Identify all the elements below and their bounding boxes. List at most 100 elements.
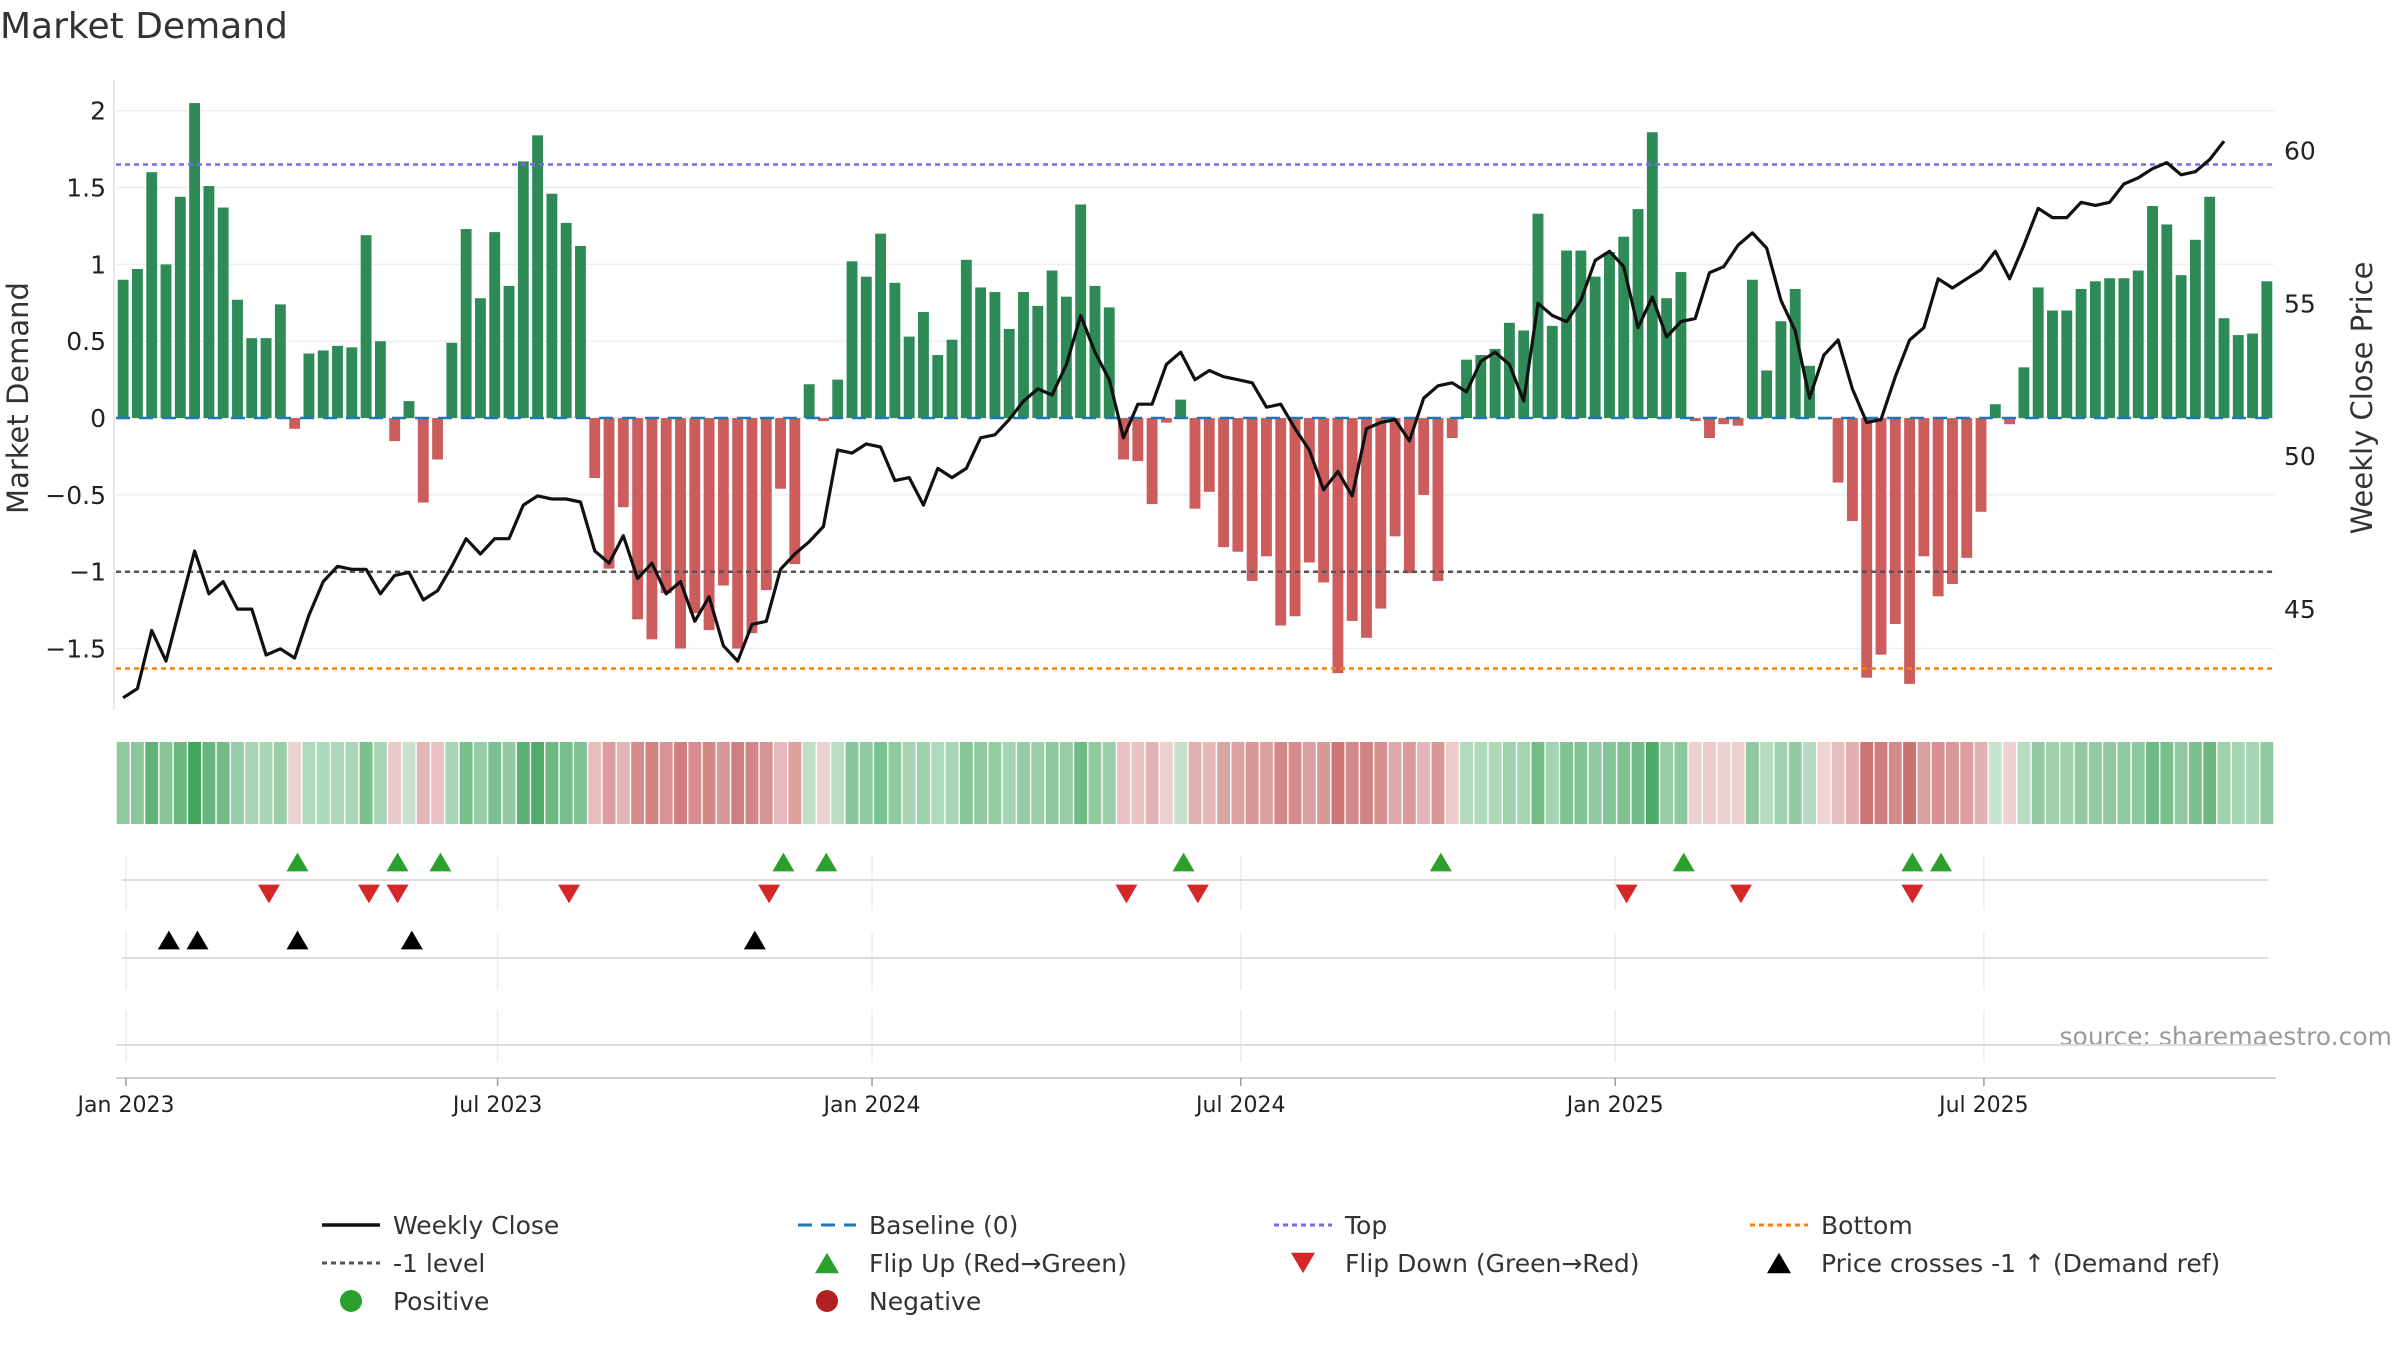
heat-cell: [531, 742, 545, 824]
legend-triangle-up-swatch: [815, 1252, 839, 1274]
demand-bar: [1561, 250, 1573, 419]
heat-cell: [959, 742, 973, 824]
heat-cell: [273, 742, 287, 824]
demand-bar: [446, 342, 458, 419]
heat-cell: [902, 742, 916, 824]
heat-cell: [1202, 742, 1216, 824]
heat-cell: [1388, 742, 1402, 824]
heat-cell: [574, 742, 587, 824]
heat-cell: [1903, 742, 1917, 824]
flip-down-marker: [386, 884, 409, 904]
heat-cell: [1102, 742, 1116, 824]
heat-cell: [1817, 742, 1831, 824]
heat-cell: [1074, 742, 1088, 824]
demand-bar: [660, 418, 672, 594]
demand-bar: [2218, 318, 2230, 419]
heat-cell: [1374, 742, 1388, 824]
heat-cell: [459, 742, 473, 824]
legend: Weekly Close -1 level Positive Baseline (0)…: [322, 1211, 2220, 1316]
heat-cell: [859, 742, 873, 824]
demand-bar: [2032, 287, 2044, 419]
heat-cell: [616, 742, 630, 824]
demand-bar: [918, 312, 929, 419]
flip-down-marker: [1729, 884, 1752, 904]
demand-bar: [1746, 279, 1758, 419]
heat-cell: [216, 742, 230, 824]
demand-bar: [1103, 307, 1115, 419]
demand-bar: [2004, 418, 2016, 425]
heat-cell: [1317, 742, 1331, 824]
demand-bar: [332, 345, 343, 419]
heat-cell: [1717, 742, 1731, 824]
heat-cell: [2103, 742, 2117, 824]
legend-label: Baseline (0): [869, 1211, 1018, 1240]
flip-down-marker: [357, 884, 380, 904]
heat-cell: [1517, 742, 1531, 824]
demand-bar: [360, 235, 372, 419]
heat-cell: [1831, 742, 1845, 824]
demand-bar: [1289, 418, 1301, 617]
heat-cell: [1145, 742, 1159, 824]
heat-cell: [2160, 742, 2174, 824]
demand-bar: [846, 261, 858, 419]
heat-cell: [759, 742, 773, 824]
heat-cell: [917, 742, 930, 824]
y-tick-label: 1: [90, 250, 106, 279]
heat-cell: [1331, 742, 1345, 824]
heat-cell: [2217, 742, 2231, 824]
demand-bar: [117, 279, 129, 419]
heat-cell: [1560, 742, 1574, 824]
demand-bar: [2089, 281, 2101, 419]
heat-cell: [702, 742, 716, 824]
flip-up-marker: [772, 852, 795, 872]
demand-bar: [1646, 132, 1658, 419]
demand-bar: [474, 298, 486, 419]
y-tick-label: 2: [90, 97, 106, 126]
heat-cell: [316, 742, 330, 824]
heat-cell: [331, 742, 344, 824]
legend-item: Bottom: [1750, 1211, 1913, 1240]
y2-tick-label: 45: [2284, 595, 2316, 624]
x-tick-label: Jan 2023: [76, 1093, 175, 1118]
price-cross-marker: [157, 930, 180, 950]
flip-up-marker: [286, 852, 309, 872]
legend-label: Bottom: [1821, 1211, 1913, 1240]
heat-cell: [516, 742, 530, 824]
heat-cell: [1931, 742, 1945, 824]
heat-cell: [588, 742, 602, 824]
demand-bar: [632, 418, 644, 620]
demand-bar: [1589, 276, 1601, 419]
heat-cell: [716, 742, 730, 824]
demand-bar: [1575, 250, 1587, 419]
price-cross-marker: [286, 930, 309, 950]
demand-bar: [1132, 418, 1144, 462]
demand-bar: [1160, 418, 1172, 423]
legend-label: Weekly Close: [393, 1211, 559, 1240]
demand-bar: [232, 299, 243, 419]
heat-cell: [1974, 742, 1988, 824]
heat-cell: [1131, 742, 1145, 824]
heat-cell: [488, 742, 502, 824]
demand-bar: [1261, 418, 1272, 557]
demand-bar: [1060, 296, 1072, 419]
heat-cell: [1174, 742, 1188, 824]
heat-cell: [1059, 742, 1073, 824]
demand-bar: [746, 418, 758, 634]
weekly-close-line: [122, 140, 2226, 700]
demand-bar: [532, 135, 544, 419]
demand-bar: [717, 418, 729, 586]
legend-item: Baseline (0): [798, 1211, 1018, 1240]
x-tick-label: Jul 2023: [451, 1093, 543, 1118]
demand-bar: [1032, 305, 1044, 419]
demand-bar: [1689, 418, 1701, 422]
heat-cell: [1960, 742, 1974, 824]
y-tick-label: 0: [90, 404, 106, 433]
demand-bar: [1175, 399, 1187, 419]
heat-cell: [345, 742, 359, 824]
legend-label: Price crosses -1 ↑ (Demand ref): [1821, 1249, 2220, 1278]
heat-cell: [816, 742, 830, 824]
demand-bar: [274, 304, 286, 419]
heat-cell: [159, 742, 173, 824]
legend-item: Positive: [340, 1287, 489, 1316]
